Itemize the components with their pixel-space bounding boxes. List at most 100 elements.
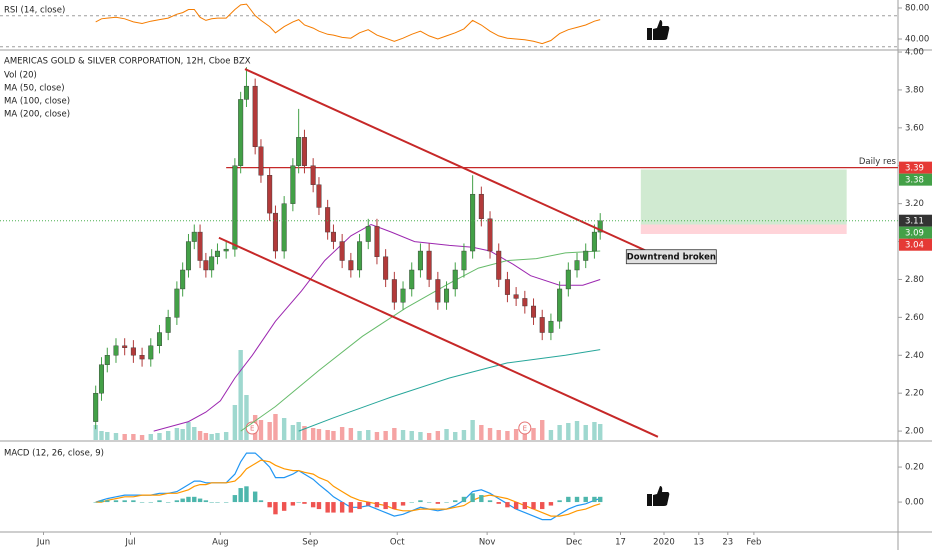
- histogram-bar: [139, 502, 145, 503]
- volume-bar: [122, 434, 127, 440]
- histogram-bar: [296, 502, 301, 503]
- volume-bar: [148, 434, 153, 440]
- y-tick-label: 0.00: [905, 498, 924, 508]
- histogram-bar: [281, 502, 287, 511]
- candle-body: [139, 355, 145, 360]
- histogram-bar: [583, 496, 588, 503]
- candle-body: [391, 279, 397, 303]
- candle-body: [409, 269, 415, 290]
- price-tag-label: 3.11: [905, 217, 924, 227]
- candle-body: [444, 288, 450, 303]
- volume-bar: [223, 432, 229, 440]
- volume-bar: [496, 430, 501, 440]
- candle-body: [330, 231, 336, 242]
- histogram-bar: [215, 502, 220, 503]
- y-tick-label: 4.00: [905, 48, 924, 58]
- volume-bar: [157, 433, 162, 440]
- histogram-bar: [331, 502, 336, 513]
- histogram-bar: [197, 498, 203, 503]
- price-tag: [899, 238, 932, 251]
- histogram-bar: [426, 502, 432, 503]
- histogram-bar: [592, 496, 597, 503]
- histogram-bar: [186, 496, 191, 503]
- volume-bar: [374, 432, 380, 440]
- volume-bar: [592, 422, 597, 440]
- volume-bar: [513, 429, 519, 440]
- y-tick-label: 3.60: [905, 123, 924, 133]
- volume-bar: [409, 431, 414, 440]
- volume-bar: [505, 431, 510, 440]
- volume-bar: [418, 432, 423, 440]
- candle-body: [98, 364, 104, 394]
- volume-bar: [348, 428, 354, 440]
- legend-entry: MA (50, close): [4, 84, 65, 94]
- volume-bar: [453, 432, 458, 440]
- y-tick-label: 2.00: [905, 427, 924, 437]
- histogram-bar: [310, 502, 316, 508]
- volume-bar: [232, 405, 238, 440]
- volume-bar: [273, 414, 278, 440]
- candle-body: [281, 203, 287, 252]
- resistance-label: Daily res: [859, 157, 897, 167]
- candle-body: [496, 250, 502, 280]
- candle-body: [470, 193, 476, 252]
- candle-body: [539, 317, 545, 333]
- histogram-bar: [461, 496, 467, 503]
- candle-body: [209, 256, 215, 271]
- volume-bar: [203, 433, 209, 440]
- y-tick-label: 40.00: [905, 34, 929, 44]
- legend-entry: Vol (20): [4, 71, 37, 81]
- histogram-bar: [148, 502, 153, 503]
- volume-bar: [557, 425, 562, 440]
- candle-body: [574, 260, 580, 271]
- histogram-bar: [496, 502, 501, 504]
- histogram-bar: [165, 502, 171, 503]
- histogram-bar: [223, 502, 229, 503]
- volume-bar: [192, 427, 197, 440]
- legend-entry: MA (200, close): [4, 110, 70, 120]
- candle-body: [203, 260, 209, 271]
- candle-body: [197, 231, 203, 261]
- histogram-bar: [131, 500, 136, 503]
- earnings-label: E: [523, 425, 527, 433]
- x-tick-label: Aug: [212, 538, 229, 548]
- histogram-bar: [409, 502, 414, 503]
- histogram-bar: [174, 500, 180, 503]
- candle-body: [383, 256, 389, 280]
- histogram-bar: [357, 502, 362, 510]
- thumbs-up-icon: [647, 486, 670, 506]
- volume-bar: [310, 428, 316, 440]
- candle-body: [122, 345, 128, 348]
- x-tick-label: Nov: [479, 538, 496, 548]
- histogram-bar: [392, 502, 397, 510]
- y-tick-label: 80.00: [905, 3, 929, 13]
- candle-body: [548, 320, 554, 333]
- price-tag: [899, 173, 932, 186]
- price-tag: [899, 161, 932, 174]
- candle-body: [252, 85, 258, 147]
- earnings-marker: [518, 421, 532, 435]
- histogram-bar: [180, 498, 185, 503]
- candle-body: [301, 137, 307, 166]
- volume-bar: [186, 422, 191, 440]
- candle-body: [531, 305, 537, 318]
- volume-bar: [331, 431, 336, 440]
- histogram-bar: [105, 500, 110, 503]
- volume-bar: [281, 418, 287, 440]
- candle-body: [417, 250, 423, 271]
- candle-body: [400, 288, 406, 303]
- candle-body: [339, 241, 345, 261]
- histogram-bar: [566, 496, 571, 503]
- volume-bar: [290, 425, 296, 440]
- volume-bar: [93, 425, 98, 440]
- rsi-line: [95, 3, 601, 45]
- candle-body: [357, 241, 363, 271]
- candle-body: [272, 212, 278, 252]
- volume-bar: [174, 428, 180, 440]
- candle-body: [435, 279, 441, 303]
- volume-bar: [325, 430, 330, 440]
- candle-body: [214, 250, 220, 257]
- volume-bar: [302, 426, 307, 440]
- histogram-bar: [513, 502, 519, 510]
